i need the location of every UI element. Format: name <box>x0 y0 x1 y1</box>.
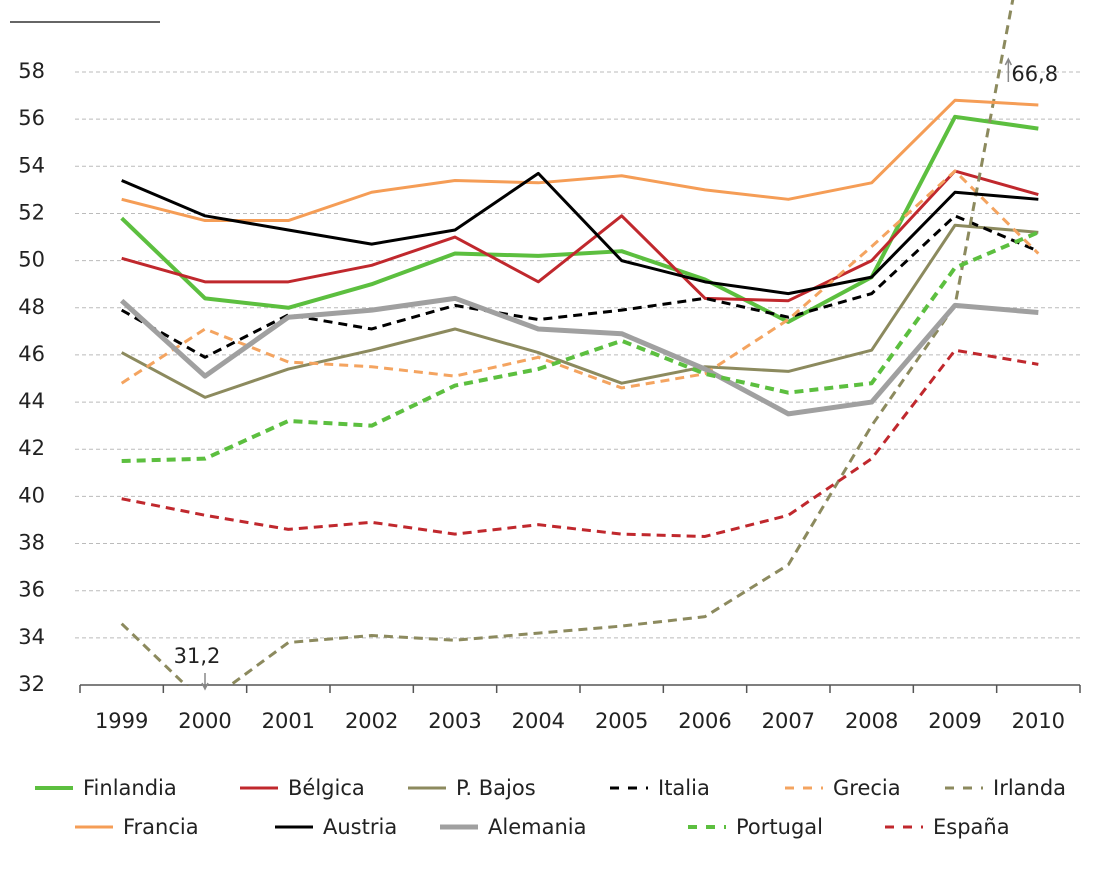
value-label: 66,8 <box>1011 62 1058 86</box>
x-tick-label: 2010 <box>1012 709 1065 733</box>
series-line <box>120 223 1039 399</box>
series-line <box>121 169 1039 303</box>
series-line <box>119 295 1039 417</box>
x-tick-label: 2007 <box>762 709 815 733</box>
legend-label: Italia <box>658 776 710 800</box>
y-tick-label: 54 <box>18 153 45 177</box>
series-line <box>120 114 1039 324</box>
legend-label: Irlanda <box>993 776 1066 800</box>
legend-label: Alemania <box>488 815 586 839</box>
x-tick-label: 2006 <box>678 709 731 733</box>
legend-label: Austria <box>323 815 397 839</box>
y-tick-label: 38 <box>18 531 45 555</box>
x-tick-label: 2005 <box>595 709 648 733</box>
y-tick-label: 46 <box>18 342 45 366</box>
series-line <box>121 98 1039 223</box>
y-tick-label: 44 <box>18 389 45 413</box>
x-tick-label: 2000 <box>178 709 231 733</box>
y-tick-label: 48 <box>18 295 45 319</box>
legend-label: Francia <box>123 815 199 839</box>
legend-label: Portugal <box>736 815 823 839</box>
x-tick-label: 2008 <box>845 709 898 733</box>
x-tick-label: 2003 <box>428 709 481 733</box>
series-line <box>121 230 1040 464</box>
overlay: 31,2 66,8 Finlandia Bélgica P. Bajos Italia Gr… <box>35 57 1066 839</box>
series-line <box>120 214 1039 359</box>
y-tick-label: 56 <box>18 106 45 130</box>
series-line <box>121 171 1039 296</box>
value-label: 31,2 <box>174 644 221 668</box>
legend-label: P. Bajos <box>456 776 536 800</box>
legend-label: España <box>933 815 1010 839</box>
legend-label: Finlandia <box>83 776 177 800</box>
y-tick-label: 40 <box>18 483 45 507</box>
y-tick-label: 50 <box>18 248 45 272</box>
y-tick-label: 34 <box>18 625 45 649</box>
legend-label: Bélgica <box>288 776 365 800</box>
y-tick-label: 42 <box>18 436 45 460</box>
x-tick-label: 2002 <box>345 709 398 733</box>
y-tick-label: 36 <box>18 578 45 602</box>
x-tick-label: 2004 <box>512 709 565 733</box>
y-tick-label: 32 <box>18 672 45 696</box>
series-line <box>120 169 1040 390</box>
y-tick-label: 58 <box>18 59 45 83</box>
x-tick-label: 2001 <box>262 709 315 733</box>
legend-label: Grecia <box>833 776 901 800</box>
series-line <box>121 348 1039 538</box>
plot <box>119 0 1040 686</box>
x-tick-label: 1999 <box>95 709 148 733</box>
series-line <box>120 0 1015 686</box>
y-tick-label: 52 <box>18 200 45 224</box>
x-tick-label: 2009 <box>928 709 981 733</box>
grid: 32 34 36 38 40 42 44 46 48 50 52 54 56 58 1999 2000 2001… <box>18 59 1081 733</box>
overflow-arrow <box>201 673 209 691</box>
overflow-arrow <box>1004 57 1013 82</box>
